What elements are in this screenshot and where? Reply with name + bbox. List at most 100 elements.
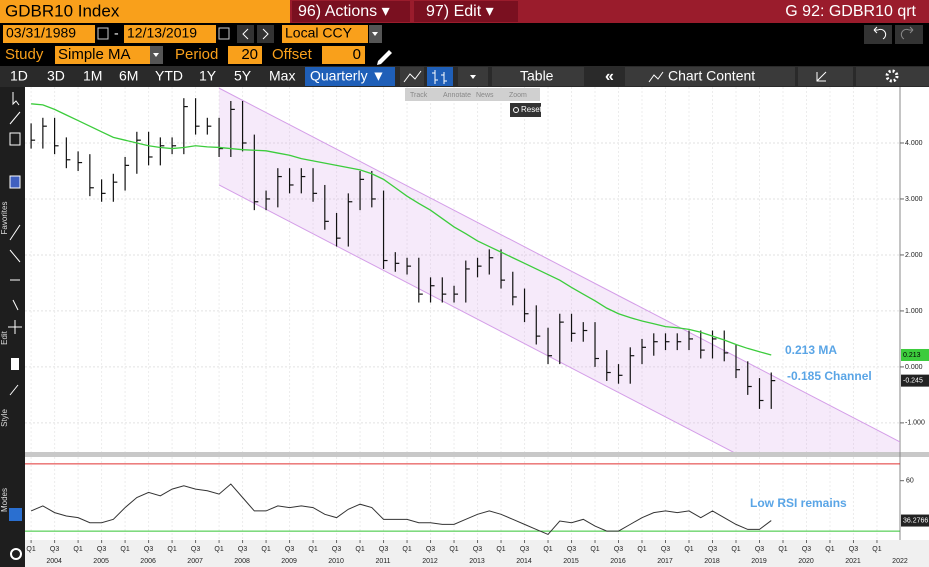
chart-content-label[interactable]: Chart Content	[668, 68, 755, 84]
prev-button[interactable]	[237, 25, 254, 43]
year-label: 2021	[845, 558, 861, 565]
x-tick-label: Q1	[637, 546, 646, 553]
reset-button[interactable]	[510, 103, 541, 117]
period-value[interactable]: 20	[241, 46, 258, 63]
y-tick-label: 4.000	[905, 140, 923, 147]
x-tick-label: Q1	[872, 546, 881, 553]
x-tick-label: Q3	[379, 546, 388, 553]
period-field[interactable]	[228, 46, 262, 64]
undo-icon	[873, 26, 887, 40]
chart-tool[interactable]: News	[476, 92, 494, 99]
table-label[interactable]: Table	[520, 68, 554, 84]
chart-tools	[405, 88, 540, 101]
rsi-plot	[25, 463, 900, 536]
edit-menu[interactable]	[414, 1, 518, 22]
chart-tool[interactable]: Zoom	[509, 92, 527, 99]
year-label: 2008	[234, 558, 250, 565]
bar-chart-button[interactable]	[427, 67, 453, 86]
year-label: 2005	[93, 558, 109, 565]
settings-tool[interactable]	[10, 548, 22, 560]
end-date-field[interactable]	[124, 25, 216, 43]
ma-line	[31, 103, 772, 356]
edit-label[interactable]: 97) Edit ▾	[426, 3, 494, 20]
x-tick-label: Q3	[849, 546, 858, 553]
period-button[interactable]: 3D	[47, 68, 65, 84]
year-label: 2013	[469, 558, 485, 565]
security-title: GDBR10 Index	[5, 1, 120, 20]
pointer-tool[interactable]	[12, 92, 20, 106]
period-button[interactable]: 1Y	[199, 68, 217, 84]
line-tool[interactable]	[9, 111, 21, 125]
reset-icon	[513, 107, 519, 113]
period-button[interactable]: YTD	[155, 68, 183, 84]
ticker-label: G 92: GDBR10 qrt	[785, 3, 916, 20]
study-name[interactable]: Simple MA	[58, 46, 131, 63]
frequency-button[interactable]	[305, 67, 395, 86]
title-box	[0, 0, 290, 23]
calendar-icon[interactable]	[218, 27, 230, 40]
period-button[interactable]: Max	[269, 68, 295, 84]
year-label: 2018	[704, 558, 720, 565]
year-label: 2017	[657, 558, 673, 565]
x-tick-label: Q1	[731, 546, 740, 553]
channel-annotation: -0.185 Channel	[787, 369, 872, 383]
sidebar-label: Edit	[0, 330, 9, 345]
collapse-button[interactable]: «	[605, 68, 614, 85]
annotate-icon	[816, 71, 827, 82]
next-button[interactable]	[257, 25, 274, 43]
channel-line	[218, 87, 900, 443]
offset-value[interactable]: 0	[353, 46, 361, 63]
x-tick-label: Q3	[97, 546, 106, 553]
chart-content-button[interactable]	[625, 67, 795, 86]
currency-field[interactable]	[282, 25, 368, 43]
x-tick-label: Q3	[332, 546, 341, 553]
undo-button[interactable]	[864, 25, 892, 44]
mode-tool[interactable]	[9, 508, 22, 521]
start-date[interactable]: 03/31/1989	[6, 25, 76, 41]
study-field[interactable]	[55, 46, 150, 64]
period-button[interactable]: 1D	[10, 68, 28, 84]
settings-button[interactable]	[856, 67, 929, 86]
shape-tool[interactable]	[9, 132, 21, 146]
draw-tools[interactable]	[9, 224, 21, 311]
chart-tool[interactable]: Track	[410, 92, 428, 99]
redo-button[interactable]	[895, 25, 923, 44]
rsi-line	[30, 483, 772, 536]
delete-tool[interactable]	[11, 358, 19, 370]
year-label: 2016	[610, 558, 626, 565]
close-last-value-bg	[901, 374, 929, 387]
chart-tool[interactable]: Annotate	[443, 92, 471, 99]
year-label: 2014	[516, 558, 532, 565]
currency[interactable]: Local CCY	[285, 25, 353, 41]
date-separator: -	[114, 25, 119, 41]
end-date[interactable]: 12/13/2019	[127, 25, 197, 41]
redo-icon	[900, 26, 914, 40]
style-tool[interactable]	[9, 384, 19, 396]
rsi-annotation: Low RSI remains	[750, 496, 847, 510]
actions-label[interactable]: 96) Actions ▾	[298, 3, 390, 20]
y-tick-label: 0.000	[905, 364, 923, 371]
dropdown-arrow	[470, 75, 476, 79]
period-button[interactable]: 1M	[83, 68, 102, 84]
y-tick-label: 1.000	[905, 308, 923, 315]
x-tick-label: Q3	[520, 546, 529, 553]
annotate-button[interactable]	[798, 67, 853, 86]
line-chart-icon	[403, 70, 422, 83]
settings-icon	[885, 69, 899, 83]
fib-tool[interactable]	[9, 175, 21, 189]
sidebar-label: Modes	[0, 488, 9, 512]
period-button[interactable]: 5Y	[234, 68, 252, 84]
frequency-label[interactable]: Quarterly ▼	[310, 68, 385, 84]
start-date-field[interactable]	[3, 25, 95, 43]
year-label: 2019	[751, 558, 767, 565]
calendar-icon[interactable]	[97, 27, 109, 40]
ma-annotation: 0.213 MA	[785, 343, 837, 357]
offset-field[interactable]	[322, 46, 365, 64]
reset-label[interactable]: Reset	[521, 105, 543, 114]
pencil-icon[interactable]	[377, 50, 392, 65]
move-tool[interactable]	[8, 320, 22, 334]
period-button[interactable]: 6M	[119, 68, 138, 84]
actions-menu[interactable]	[292, 1, 410, 22]
y-tick-label: -1.000	[905, 420, 925, 427]
table-button[interactable]	[492, 67, 584, 86]
